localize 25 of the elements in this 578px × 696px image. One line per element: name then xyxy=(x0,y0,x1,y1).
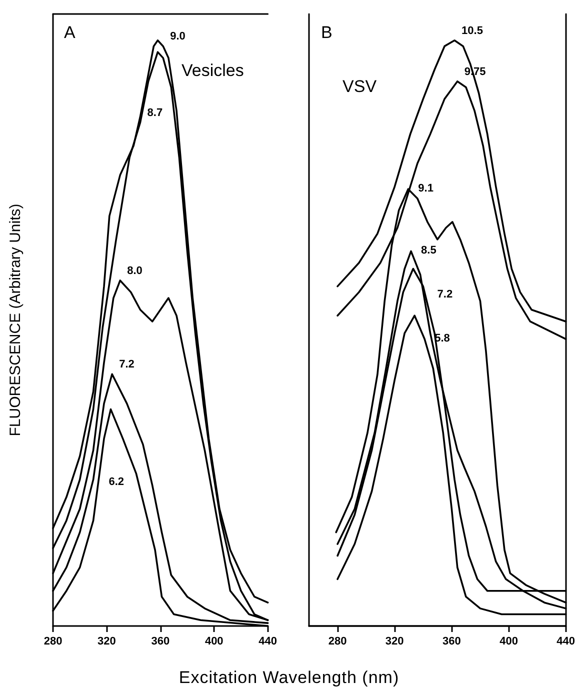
annotation: 9.0 xyxy=(170,30,186,43)
x-tick-label: 280 xyxy=(44,636,62,648)
annotation: 10.5 xyxy=(462,24,483,37)
annotation: 7.2 xyxy=(437,288,453,300)
annotation: 7.2 xyxy=(119,358,134,371)
x-tick-label: 360 xyxy=(442,636,461,648)
y-axis-title: FLUORESCENCE (Arbitrary Units) xyxy=(7,204,24,436)
x-tick-label: 400 xyxy=(500,636,518,648)
text: Vesicles xyxy=(182,61,244,80)
annotation: 6.2 xyxy=(108,476,124,488)
x-tick-label: 400 xyxy=(204,636,224,648)
x-axis-title: Excitation Wavelength (nm) xyxy=(178,668,400,688)
x-tick-label: 320 xyxy=(98,636,116,648)
annotation: 8.0 xyxy=(127,264,142,277)
x-tick-label: 440 xyxy=(556,636,576,648)
annotation: 8.7 xyxy=(147,106,163,119)
annotation: 9.1 xyxy=(418,182,434,195)
text: VSV xyxy=(342,77,378,96)
x-tick-label: 320 xyxy=(385,636,404,648)
x-tick-label: 360 xyxy=(151,636,170,648)
annotation: A xyxy=(64,23,76,42)
annotation: B xyxy=(321,23,332,42)
annotation: 8.5 xyxy=(421,244,436,257)
x-tick-label: 280 xyxy=(328,636,347,648)
x-tick-label: 440 xyxy=(258,636,278,648)
